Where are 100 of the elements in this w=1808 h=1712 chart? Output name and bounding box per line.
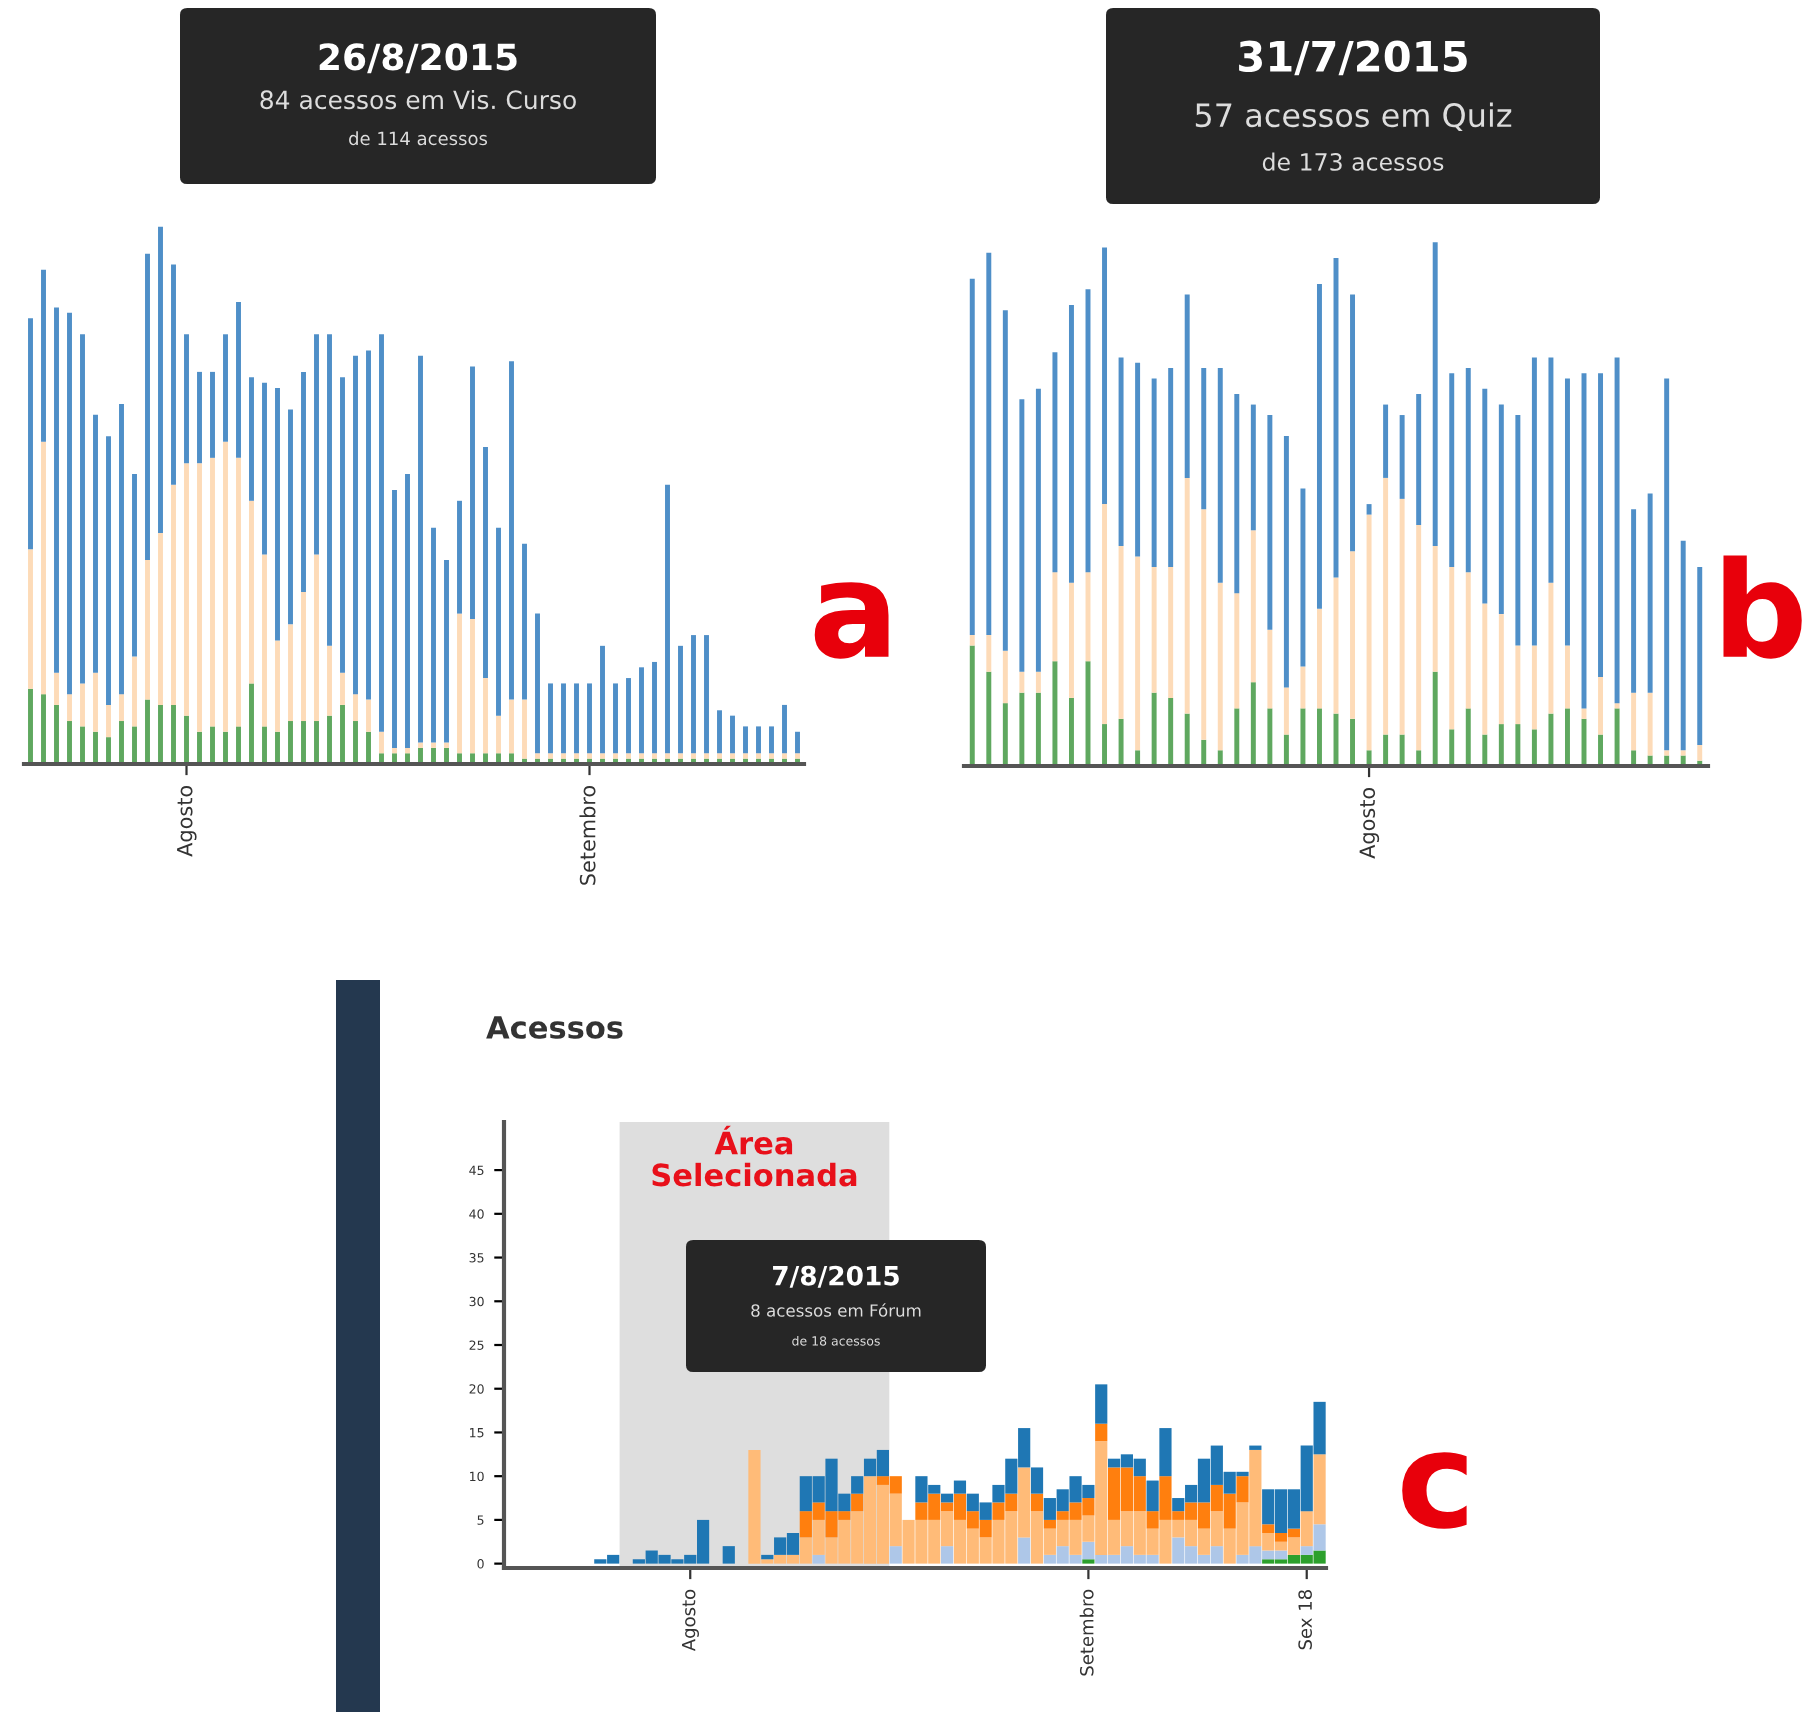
bar bbox=[1366, 504, 1372, 515]
bar bbox=[1035, 671, 1041, 693]
bar bbox=[704, 635, 709, 754]
bar bbox=[1300, 708, 1306, 766]
bar bbox=[1564, 378, 1570, 646]
bar bbox=[67, 721, 72, 764]
bar bbox=[1184, 477, 1190, 714]
bar bbox=[548, 753, 553, 759]
bar bbox=[1449, 729, 1455, 766]
bar bbox=[730, 753, 735, 759]
bar bbox=[1030, 1467, 1044, 1494]
bar bbox=[405, 747, 410, 754]
bar bbox=[851, 1493, 864, 1512]
bar bbox=[1432, 671, 1438, 766]
bar bbox=[812, 1554, 825, 1564]
bar bbox=[969, 645, 975, 766]
bar bbox=[889, 1546, 902, 1564]
bar bbox=[1598, 373, 1604, 677]
bar bbox=[1019, 399, 1025, 672]
bar bbox=[1564, 708, 1570, 766]
text: b bbox=[1723, 555, 1802, 659]
bar bbox=[1102, 724, 1108, 766]
bar bbox=[418, 742, 423, 748]
bar bbox=[1217, 367, 1223, 583]
bar bbox=[93, 672, 98, 732]
bar bbox=[1598, 676, 1604, 735]
bar bbox=[1416, 525, 1422, 751]
bar bbox=[197, 731, 202, 764]
bar bbox=[1316, 608, 1322, 709]
bar bbox=[851, 1476, 864, 1494]
bar bbox=[1465, 572, 1471, 709]
bar bbox=[1300, 666, 1306, 709]
bar bbox=[1316, 284, 1322, 609]
bar bbox=[288, 721, 293, 764]
bar bbox=[769, 726, 774, 754]
bar bbox=[1201, 367, 1207, 510]
bar bbox=[782, 753, 787, 759]
bar bbox=[54, 307, 59, 673]
bar bbox=[275, 640, 280, 732]
x-tick-label: Setembro bbox=[579, 785, 596, 885]
bar bbox=[1680, 750, 1686, 756]
bar bbox=[353, 694, 358, 722]
bar bbox=[522, 699, 527, 759]
bar bbox=[184, 463, 189, 716]
bar bbox=[1250, 682, 1256, 766]
bar bbox=[1316, 708, 1322, 766]
bar bbox=[1383, 477, 1389, 735]
bar bbox=[941, 1493, 954, 1503]
bar bbox=[1095, 1423, 1108, 1442]
x-tick-label: Sex 18 bbox=[1298, 1590, 1312, 1650]
bar bbox=[1118, 546, 1124, 719]
bar bbox=[1383, 404, 1389, 478]
bar bbox=[1366, 750, 1372, 766]
bar bbox=[1068, 305, 1074, 583]
bar bbox=[1283, 687, 1289, 735]
bar bbox=[1465, 708, 1471, 766]
bar bbox=[1631, 692, 1637, 751]
bar bbox=[548, 683, 553, 754]
bar bbox=[470, 618, 475, 754]
bar bbox=[1498, 404, 1504, 615]
bar bbox=[1697, 745, 1703, 761]
x-tick-label: Agosto bbox=[177, 785, 197, 857]
bar bbox=[782, 704, 787, 754]
bar bbox=[249, 683, 254, 764]
bar bbox=[587, 683, 592, 754]
bar bbox=[1262, 1524, 1275, 1534]
bar bbox=[1482, 388, 1488, 604]
bar bbox=[483, 447, 488, 679]
bar bbox=[132, 726, 137, 764]
bar bbox=[1416, 750, 1422, 766]
bar bbox=[184, 715, 189, 764]
bar bbox=[28, 318, 33, 550]
bar bbox=[600, 753, 605, 759]
bar bbox=[158, 533, 163, 705]
bar bbox=[171, 704, 176, 764]
bar bbox=[1168, 566, 1174, 698]
bar bbox=[1135, 362, 1141, 557]
bar bbox=[665, 484, 670, 754]
bar bbox=[236, 726, 241, 764]
bar bbox=[1300, 488, 1306, 667]
text: 31/7/2015 bbox=[1239, 40, 1467, 76]
bar bbox=[1631, 509, 1637, 693]
bar bbox=[1283, 436, 1289, 688]
bar bbox=[652, 753, 657, 759]
bar bbox=[119, 721, 124, 764]
bar bbox=[80, 683, 85, 727]
text: a bbox=[814, 582, 889, 659]
bar bbox=[953, 1480, 967, 1494]
bar bbox=[969, 278, 975, 636]
bar bbox=[756, 726, 761, 754]
bar bbox=[132, 656, 137, 727]
bar bbox=[1482, 603, 1488, 735]
bar bbox=[639, 753, 644, 759]
bar bbox=[1366, 514, 1372, 751]
bar bbox=[761, 1554, 774, 1560]
bar bbox=[444, 559, 449, 743]
x-tick-label: Setembro bbox=[1079, 1589, 1094, 1676]
bar bbox=[969, 635, 975, 646]
bar bbox=[613, 683, 618, 754]
bar bbox=[1515, 645, 1521, 725]
